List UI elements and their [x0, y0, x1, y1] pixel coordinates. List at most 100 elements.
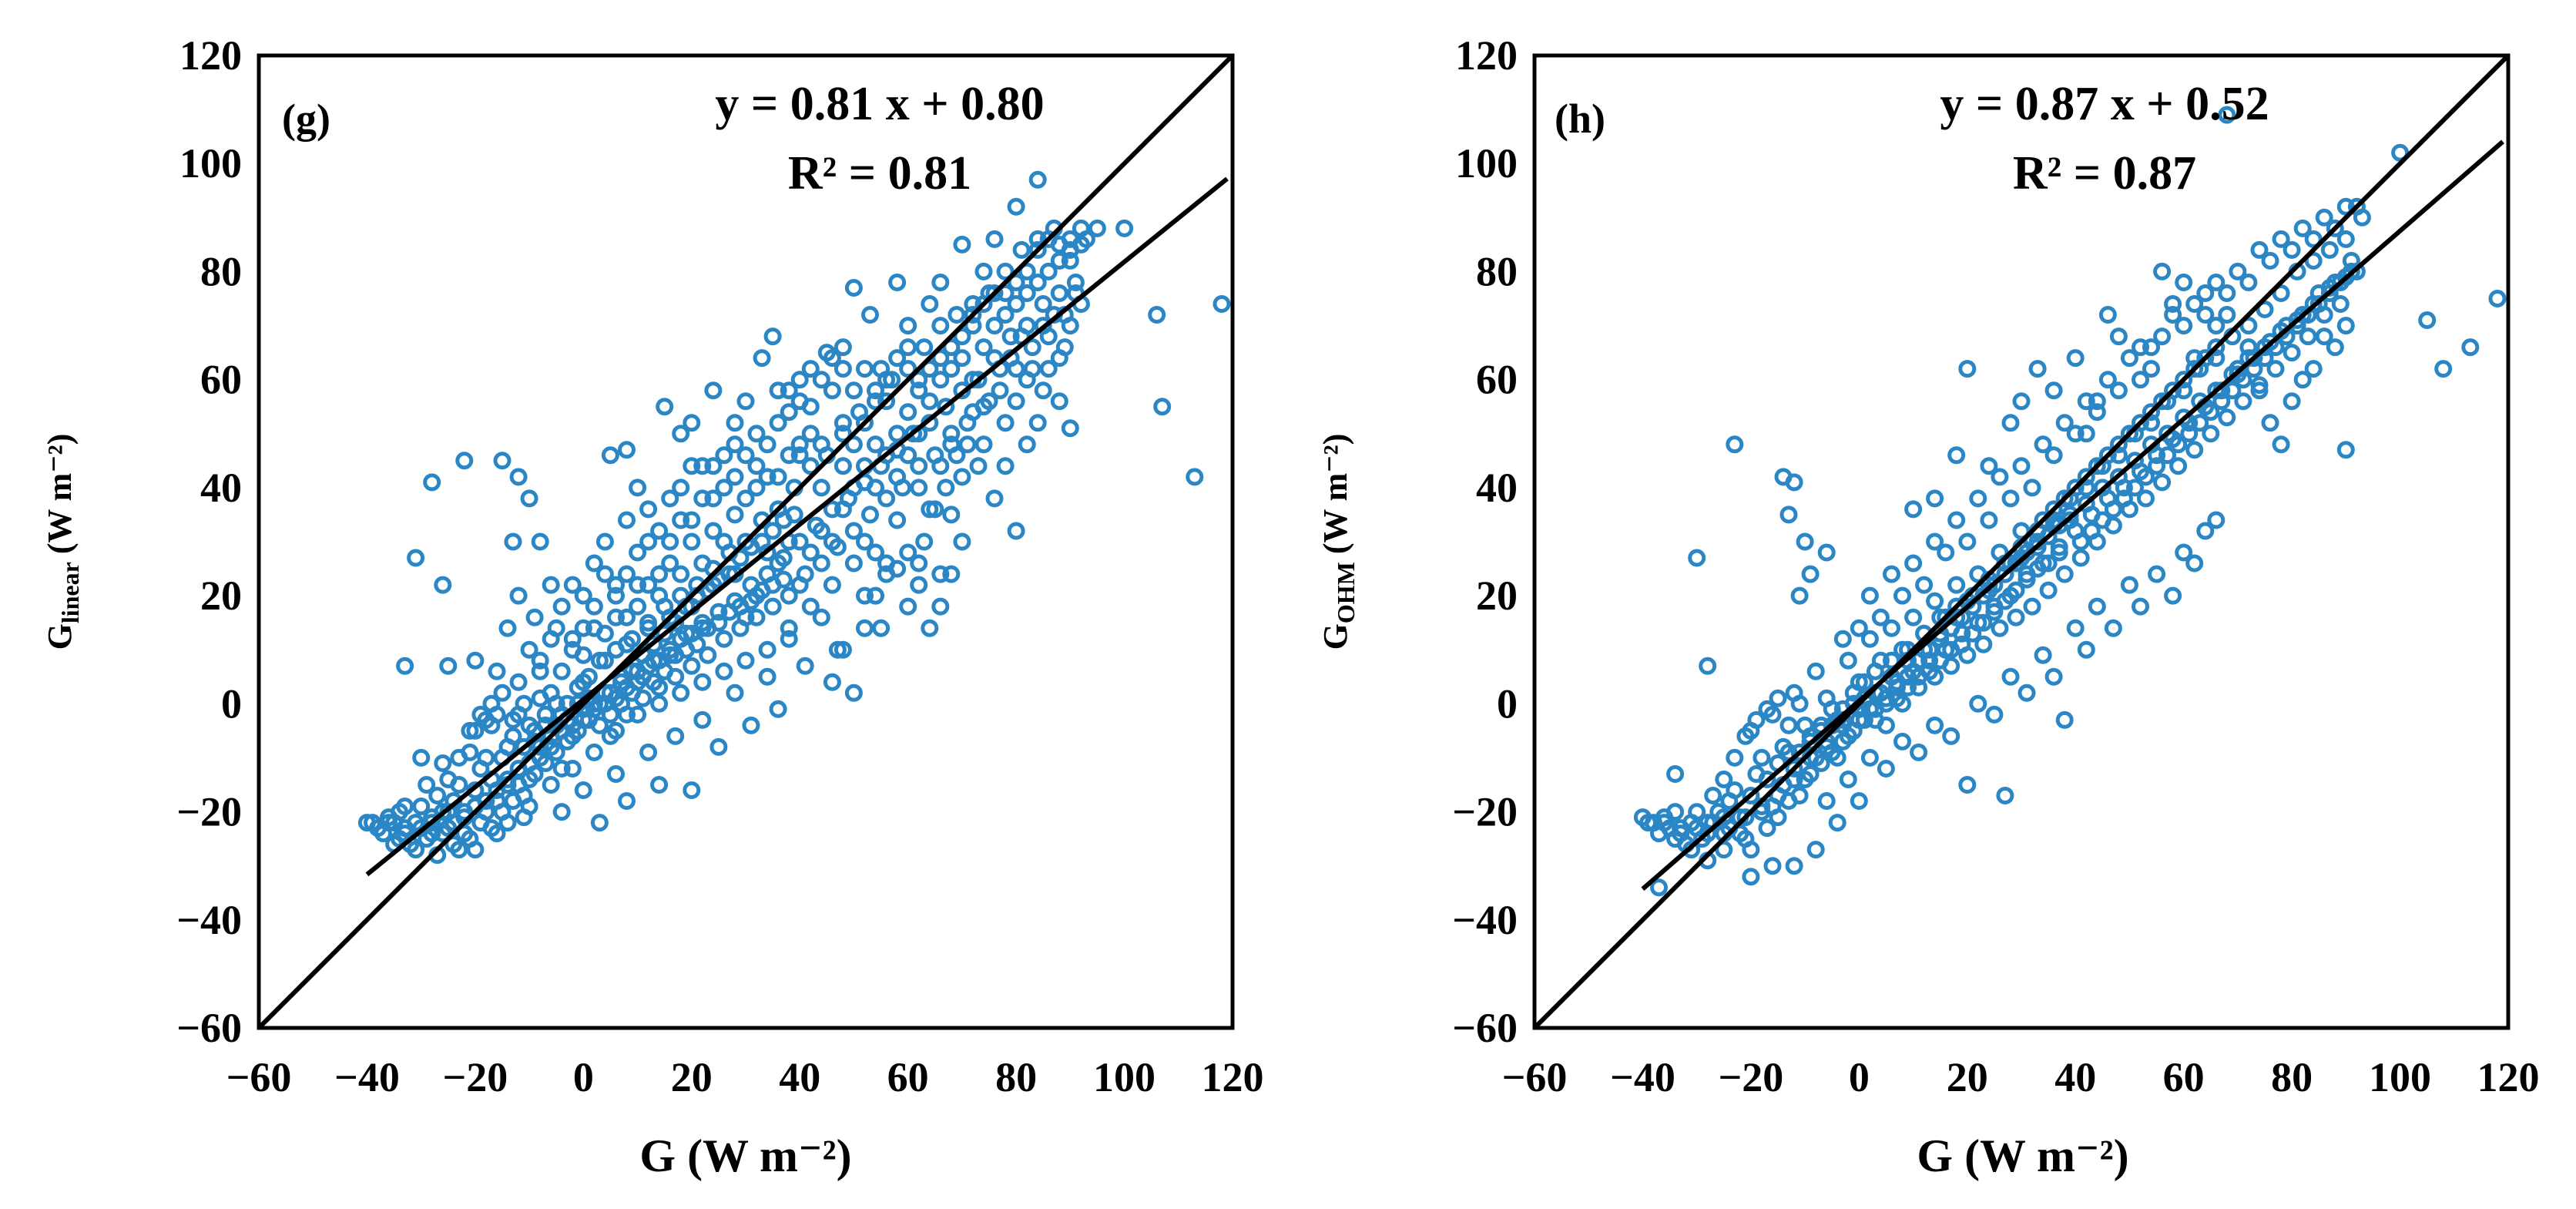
data-point [1991, 468, 2009, 486]
data-point [1688, 803, 1706, 821]
data-point [423, 814, 441, 832]
data-point [1061, 230, 1079, 248]
data-point [844, 554, 863, 573]
data-point [434, 824, 452, 843]
data-point [2077, 495, 2095, 513]
data-point [2272, 435, 2290, 454]
data-point [974, 262, 993, 280]
y-axis-title: Glinear (W m⁻²) [41, 434, 84, 650]
data-point [531, 651, 549, 670]
data-point [763, 522, 782, 540]
data-point [948, 306, 966, 324]
data-point [1899, 667, 1917, 686]
data-point [466, 841, 485, 859]
data-point [450, 748, 468, 767]
data-point [931, 349, 950, 368]
data-point [1153, 398, 1172, 416]
data-point [1833, 630, 1852, 648]
data-point [1650, 878, 1668, 897]
data-point [574, 646, 592, 664]
data-point [2071, 532, 2090, 551]
data-point [2109, 435, 2128, 454]
x-tick-label: −20 [442, 1054, 508, 1100]
data-point [736, 489, 755, 508]
data-point [1072, 219, 1090, 237]
y-tick-label: 100 [179, 140, 242, 186]
data-point [2088, 392, 2106, 411]
data-point [2336, 197, 2355, 216]
y-tick-label: −20 [1452, 789, 1518, 835]
data-point [418, 776, 436, 794]
data-point [2196, 349, 2215, 368]
data-point [1958, 776, 1977, 794]
data-point [1023, 360, 1041, 378]
data-point [552, 597, 571, 616]
data-point [877, 371, 896, 389]
data-point [2185, 554, 2204, 573]
data-point [601, 446, 619, 465]
data-point [867, 435, 884, 454]
data-point [2018, 683, 2036, 702]
data-point [1953, 635, 1971, 653]
data-point [639, 619, 658, 637]
data-point [910, 457, 928, 475]
data-point [921, 392, 939, 411]
data-point [1769, 787, 1787, 804]
data-point [2126, 452, 2144, 470]
data-point [834, 425, 852, 443]
data-point [1991, 543, 2009, 562]
data-point [1148, 306, 1166, 324]
data-point [380, 814, 397, 832]
y-tick-label: 80 [200, 248, 242, 294]
data-point [704, 457, 723, 475]
data-point [812, 554, 830, 573]
data-point [1790, 787, 1809, 804]
data-point [1974, 613, 1993, 632]
data-point [1823, 700, 1841, 718]
data-point [552, 662, 571, 680]
data-point [985, 230, 1004, 248]
data-point [888, 274, 907, 291]
data-point [2196, 522, 2215, 540]
data-point [844, 381, 863, 400]
data-point [2093, 511, 2111, 529]
data-point [747, 457, 766, 475]
data-point [1801, 765, 1820, 783]
data-point [899, 338, 917, 357]
data-point [969, 457, 988, 475]
data-point [1115, 219, 1134, 237]
data-point [1736, 808, 1755, 827]
data-point [693, 619, 712, 637]
data-point [1801, 565, 1820, 583]
data-point [1980, 457, 1998, 475]
data-point [1774, 737, 1793, 756]
data-point [1790, 694, 1809, 713]
data-point [2293, 219, 2312, 237]
data-point [931, 457, 950, 475]
data-point [2044, 500, 2063, 519]
data-point [715, 446, 733, 465]
data-point [477, 792, 495, 810]
data-point [985, 489, 1004, 508]
data-point [1726, 748, 1744, 767]
data-point [607, 608, 625, 626]
data-point [2148, 565, 2166, 583]
data-point [1904, 500, 1923, 519]
data-point [1779, 505, 1798, 524]
data-point [736, 392, 755, 411]
data-point [758, 435, 776, 454]
data-point [595, 565, 614, 583]
data-point [629, 479, 647, 497]
data-point [958, 435, 977, 454]
data-point [509, 776, 528, 794]
data-point [639, 576, 658, 594]
y-tick-label: 0 [1497, 680, 1518, 727]
data-point [590, 716, 609, 734]
data-point [504, 710, 522, 729]
data-point [1877, 760, 1895, 777]
data-point [985, 284, 1004, 302]
data-point [2164, 586, 2182, 605]
x-axis-title: G (W m⁻²) [1917, 1130, 2128, 1181]
data-point [1007, 295, 1025, 313]
y-tick-label: −60 [1452, 1005, 1518, 1051]
